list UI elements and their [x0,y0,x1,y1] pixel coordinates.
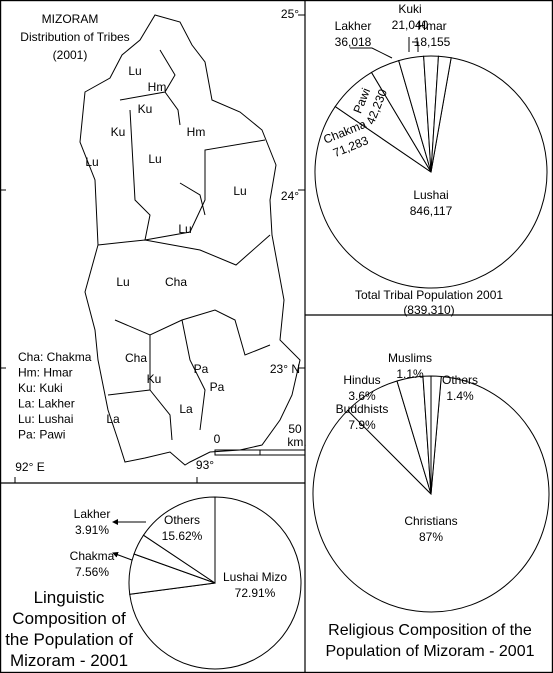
slice-value-label: 72.91% [235,586,276,600]
slice-label: Lakher [74,507,111,521]
region-label: Cha [165,275,187,289]
region-label: La [179,402,193,416]
scale-label: 50 [288,422,302,436]
slice-label: Others [164,513,200,527]
region-label: Hm [187,125,206,139]
region-label: Cha [125,351,147,365]
pie-slice [430,55,452,173]
slice-value-label: 36,018 [335,35,372,49]
slice-label: Muslims [388,351,432,365]
coordinate-label: 24° [281,189,299,203]
region-label: La [106,412,120,426]
region-label: Lu [85,155,98,169]
slice-label: Buddhists [336,402,389,416]
region-label: Lu [128,64,141,78]
coordinate-label: 93° [196,458,214,472]
slice-value-label: 3.91% [75,523,109,537]
pie-note: Total Tribal Population 2001 [355,288,503,302]
coordinate-label: 92° E [15,460,44,474]
legend-entry: Pa: Pawi [18,428,65,442]
slice-label: Kuki [398,2,421,16]
coordinate-label: 23° N [270,362,300,376]
pie-slice [142,496,216,584]
map-year: (2001) [53,48,88,62]
region-label: Lu [233,184,246,198]
slice-value-label: 3.6% [348,389,376,403]
pie-slice [314,57,548,289]
map-subtitle: Distribution of Tribes [20,30,129,44]
map-outline [79,14,301,466]
slice-label: Hmar [417,19,446,33]
slice-label: Christians [404,514,457,528]
slice-value-label: 1.1% [396,367,424,381]
map-title: MIZORAM [42,12,99,26]
slice-label: Lushai Mizo [223,570,287,584]
scale-label: 0 [214,432,221,446]
region-label: Lu [116,275,129,289]
slice-label: Lushai [413,188,448,202]
region-label: Lu [178,222,191,236]
slice-value-label: 1.4% [446,389,474,403]
legend-entry: Cha: Chakma [18,350,92,364]
pie-note-value: (839,310) [403,303,454,317]
slice-value-label: 7.9% [348,418,376,432]
scale-label: km. [287,435,306,449]
region-label: Pa [194,362,209,376]
legend-entry: Ku: Kuki [18,381,63,395]
slice-label: Chakma [70,549,115,563]
slice-value-label: 87% [419,530,443,544]
legend-entry: La: Lakher [18,397,75,411]
slice-label: Hindus [343,373,380,387]
slice-label: Others [442,373,478,387]
region-label: Hm [148,80,167,94]
slice-label: Lakher [335,19,372,33]
slice-value-label: 846,117 [410,204,453,218]
scale-bar [214,449,306,456]
region-label: Pa [210,380,225,394]
region-label: Ku [147,372,162,386]
pie-slice [430,375,442,495]
slice-value-label: 21,040 [392,18,429,32]
coordinate-label: 25° [281,7,299,21]
region-label: Ku [138,102,153,116]
slice-value-label: 15.62% [162,529,203,543]
region-label: Ku [111,125,126,139]
graticule-ticks [0,14,305,483]
religion-title: Religious Composition of the Population … [325,622,535,660]
legend-entry: Lu: Lushai [18,412,73,426]
slice-value-label: 18,155 [414,35,451,49]
region-label: Lu [148,152,161,166]
legend-entry: Hm: Hmar [18,366,73,380]
language-title: Linguistic Composition of the Population… [5,588,133,670]
slice-value-label: 7.56% [75,565,109,579]
